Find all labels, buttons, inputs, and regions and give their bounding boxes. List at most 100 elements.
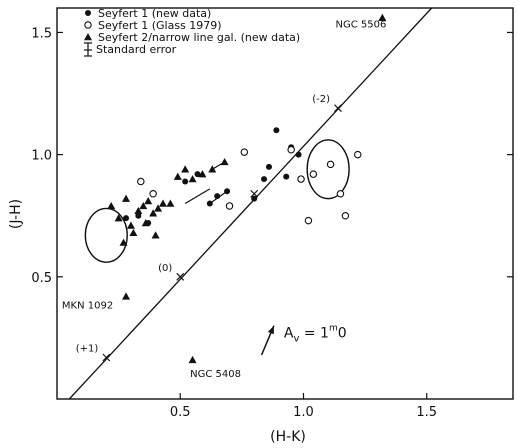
blackbody-cross-mark	[250, 189, 259, 198]
legend-marker	[84, 21, 92, 29]
data-point-series-2	[173, 172, 182, 180]
data-point-series-1	[137, 177, 145, 186]
y-tick-label: 1.0	[31, 149, 52, 164]
data-point-series-0	[265, 163, 272, 170]
data-point-series-1	[149, 189, 157, 198]
data-point-series-1	[297, 175, 305, 183]
data-point-series-0	[182, 178, 189, 185]
data-point-series-2	[188, 355, 197, 364]
data-point-series-1	[353, 150, 362, 159]
point-annotation: NGC 5506	[336, 20, 387, 31]
data-point-series-2	[198, 170, 207, 178]
connecting-line	[184, 188, 211, 205]
data-point-series-0	[283, 173, 290, 180]
blackbody-cross-mark	[102, 353, 111, 362]
data-point-series-2	[107, 201, 116, 210]
data-point-series-1	[287, 145, 295, 154]
reddening-vector: Av = 1m0	[260, 324, 347, 356]
legend-marker	[85, 10, 91, 16]
legend-items: Seyfert 1 (new data)Seyfert 1 (Glass 197…	[84, 7, 300, 44]
y-tick-label: 0.5	[31, 271, 52, 286]
data-point-series-0	[273, 127, 280, 134]
data-point-series-2	[119, 238, 128, 246]
data-point-series-0	[295, 151, 302, 158]
reddening-label-part: m	[329, 324, 338, 334]
legend-label: Seyfert 1 (Glass 1979)	[98, 19, 222, 32]
blackbody-tick-label: (-2)	[312, 94, 330, 105]
reddening-label-part: v	[293, 334, 299, 345]
data-point-series-2	[122, 194, 131, 202]
data-point-series-0	[214, 193, 221, 200]
legend-error-entry: Standard error	[84, 42, 177, 57]
blackbody-cross-mark	[176, 272, 185, 281]
blackbody-tick-label: (0)	[158, 263, 172, 274]
data-point-series-1	[304, 216, 313, 225]
reddening-label-part: A	[284, 326, 294, 342]
legend-entry: Seyfert 2/narrow line gal. (new data)	[84, 31, 300, 44]
y-axis-title: (J-H)	[8, 199, 24, 229]
data-point-series-0	[261, 176, 268, 183]
data-point-series-0	[206, 200, 213, 207]
connected-pairs-layer	[184, 161, 228, 205]
point-annotation: NGC 5408	[190, 369, 241, 380]
data-point-series-1	[336, 189, 345, 198]
data-point-series-2	[220, 157, 229, 166]
data-point-series-2	[141, 219, 150, 227]
plot-area: (+1) (0) (-2) NGC 5506 MKN 1092 NGC 5408 Av =…	[56, 7, 514, 400]
data-point-series-2	[154, 204, 163, 212]
plot-frame	[56, 7, 514, 400]
data-point-series-2	[188, 175, 197, 183]
data-point-series-2	[134, 206, 143, 215]
legend-label: Seyfert 1 (new data)	[98, 7, 211, 20]
data-point-series-0	[135, 212, 142, 219]
reddening-arrow-head	[267, 325, 274, 335]
data-point-series-0	[251, 195, 258, 202]
blackbody-cross-mark	[334, 104, 342, 113]
data-point-series-2	[181, 165, 190, 173]
blackbody-tick-label: (+1)	[76, 343, 99, 354]
data-point-series-0	[123, 215, 130, 222]
ellipse-layer	[84, 139, 350, 263]
data-point-series-2	[144, 197, 153, 205]
data-point-series-1	[326, 160, 335, 169]
point-annotation: MKN 1092	[62, 301, 113, 312]
reddening-label: Av = 1m0	[284, 324, 347, 345]
data-point-series-2	[122, 292, 131, 300]
data-point-series-2	[139, 201, 148, 210]
error-bar-icon	[84, 42, 92, 57]
blackbody-line-layer: (+1) (0) (-2)	[68, 7, 433, 400]
data-point-series-2	[151, 231, 160, 239]
ellipse-region	[306, 139, 350, 200]
data-point-series-2	[126, 221, 135, 229]
legend-entry: Seyfert 1 (Glass 1979)	[84, 19, 222, 32]
y-tick-label: 1.5	[31, 26, 52, 41]
data-point-series-2	[166, 199, 175, 207]
data-point-series-1	[240, 148, 249, 156]
blackbody-line	[68, 7, 433, 400]
data-point-series-0	[224, 188, 231, 195]
reddening-label-part: = 1	[299, 326, 329, 342]
data-point-series-1	[341, 211, 350, 220]
data-point-series-1	[309, 170, 318, 178]
data-point-series-0	[194, 171, 201, 178]
annotation-layer: NGC 5506 MKN 1092 NGC 5408 Av = 1m0	[62, 20, 386, 380]
axis-layer: 0.5 1.0 1.5 0.5 1.0 1.5	[31, 26, 513, 420]
reddening-label-part: 0	[338, 326, 347, 342]
data-point-series-2	[158, 199, 167, 207]
data-point-series-2	[208, 165, 217, 173]
legend-marker	[84, 33, 92, 41]
legend-entry: Seyfert 1 (new data)	[85, 7, 211, 20]
x-tick-label: 1.0	[293, 405, 314, 420]
legend-label: Seyfert 2/narrow line gal. (new data)	[98, 31, 300, 44]
x-tick-label: 1.5	[416, 405, 437, 420]
x-tick-label: 0.5	[170, 405, 191, 420]
data-point-series-2	[378, 13, 387, 21]
legend: Seyfert 1 (new data)Seyfert 1 (Glass 197…	[84, 7, 300, 57]
data-point-series-2	[114, 214, 123, 222]
data-point-series-2	[149, 209, 158, 217]
legend-error-label: Standard error	[96, 43, 177, 56]
x-axis-title: (H-K)	[270, 429, 306, 445]
data-points-layer	[107, 13, 387, 364]
ellipse-region	[84, 207, 128, 263]
